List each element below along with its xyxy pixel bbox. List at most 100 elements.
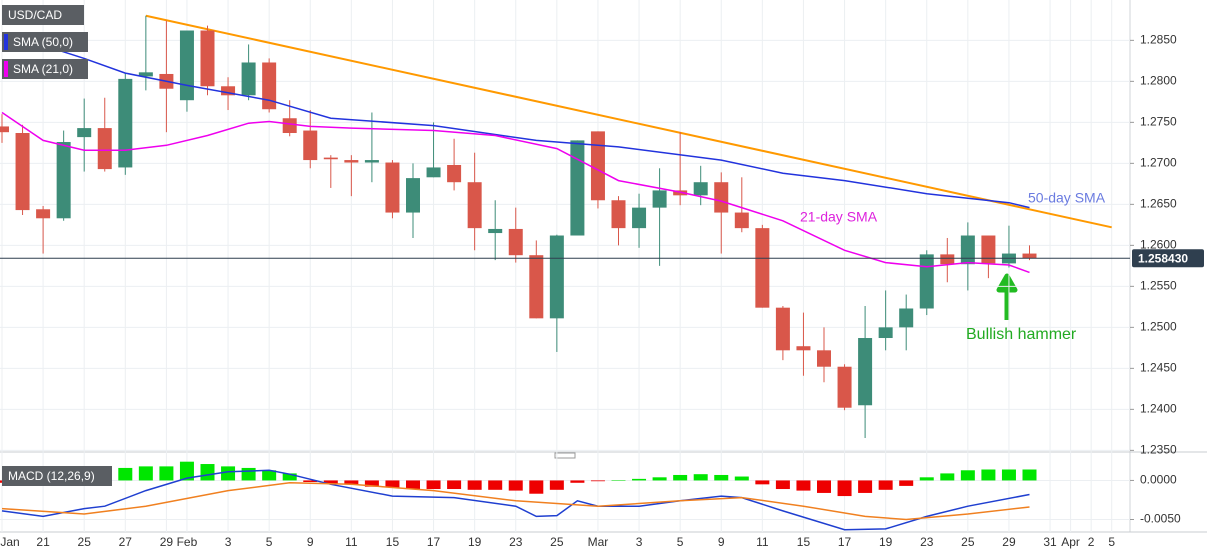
histogram-bar [364,480,379,487]
y-tick-label: 1.2450 [1140,361,1177,375]
histogram-bar [919,477,934,481]
histogram-bar [262,470,277,481]
histogram-bar [858,480,873,493]
candle-body [919,254,934,309]
candle-body [36,209,51,219]
histogram-bar [714,474,729,481]
candle-body [426,167,441,178]
y-tick-label: 1.2600 [1140,238,1177,252]
y-tick-label: 1.2550 [1140,279,1177,293]
histogram-bar [940,473,955,481]
histogram-bar [734,476,749,481]
x-tick-label: 23 [920,535,934,549]
candle-body [878,327,893,339]
legend-box [2,466,112,486]
annotation: 21-day SMA [800,209,878,225]
candle-body [323,157,338,160]
histogram-bar [796,480,811,491]
candle-body [467,182,482,229]
histogram-bar [837,480,852,497]
histogram-bar [755,480,770,485]
y-tick-label: 1.2500 [1140,320,1177,334]
x-tick-label: 11 [756,535,769,549]
candle-body [179,30,194,101]
legend-box [2,59,88,79]
candle-body [570,140,585,236]
candle-body [488,228,503,234]
histogram-bar [1001,469,1016,481]
histogram-bar [159,466,174,481]
panel-resize-handle[interactable] [554,452,576,459]
last-price-box [1132,249,1204,268]
candle-body [118,78,133,168]
candle-body [200,30,215,87]
histogram-bar [878,480,893,490]
histogram-bar [385,480,400,488]
histogram-bar [529,480,544,494]
histogram-bar [899,480,914,486]
x-tick-label: 5 [1108,535,1115,549]
candle-body [529,255,544,319]
candle-body [241,62,256,96]
legend: USD/CAD SMA (50,0) SMA (21,0) [2,5,88,79]
histogram-bar [179,461,194,481]
candle-body [1022,253,1037,259]
candle-body [755,228,770,308]
annotation: Bullish hammer [966,326,1077,343]
y-tick-label: -0.0050 [1140,512,1181,526]
candle-body [508,228,523,256]
legend-symbol: USD/CAD [8,8,62,22]
candle-body [77,128,92,138]
x-tick-label: 27 [119,535,133,549]
candle-body [775,307,790,351]
candle-body [344,160,359,163]
candle-body [385,162,400,213]
candle-body [364,160,379,163]
last-price-label: 1.258430 [1138,251,1188,265]
legend-box [2,5,84,25]
histogram-bar [570,480,585,483]
candle-body [714,182,729,213]
y-tick-label: 1.2700 [1140,156,1177,170]
x-tick-label: 3 [636,535,643,549]
candle-body [56,142,71,219]
histogram-bar [488,480,503,490]
candle-body [303,130,318,161]
x-tick-label: 5 [266,535,273,549]
histogram-bar [118,467,133,481]
histogram-bar [1022,469,1037,481]
histogram-bar [221,466,236,481]
candle-body [221,86,236,96]
indicator-line [1,469,1030,531]
x-tick-label: 25 [78,535,92,549]
x-tick-label: Feb [177,535,198,549]
x-tick-label: 17 [838,535,852,549]
x-tick-label: Jan [0,535,19,549]
x-tick-label: 29 [160,535,174,549]
y-tick-label: 1.2350 [1140,443,1177,457]
candle-body [262,62,277,110]
x-tick-label: 2 [1088,535,1095,549]
x-tick-label: 21 [36,535,50,549]
legend-label: SMA (21,0) [13,62,73,76]
histogram-bar [241,467,256,481]
candle-body [817,350,831,367]
x-tick-label: 9 [307,535,314,549]
x-tick-label: 15 [797,535,811,549]
histogram-bar [611,480,626,481]
histogram-bar [447,480,462,490]
histogram-bar [693,474,708,481]
indicator-line [1,34,1030,209]
histogram-bar [549,480,564,490]
histogram-bar [323,480,338,484]
candle-body [632,207,647,229]
candle-body [138,72,153,77]
histogram-bar [282,473,297,481]
candle-body [652,190,667,208]
annotation: 50-day SMA [1028,190,1106,206]
x-tick-label: 25 [961,535,975,549]
annotation-arrow [996,273,1018,320]
indicator-line [1,111,1030,274]
x-tick-label: Mar [588,535,609,549]
